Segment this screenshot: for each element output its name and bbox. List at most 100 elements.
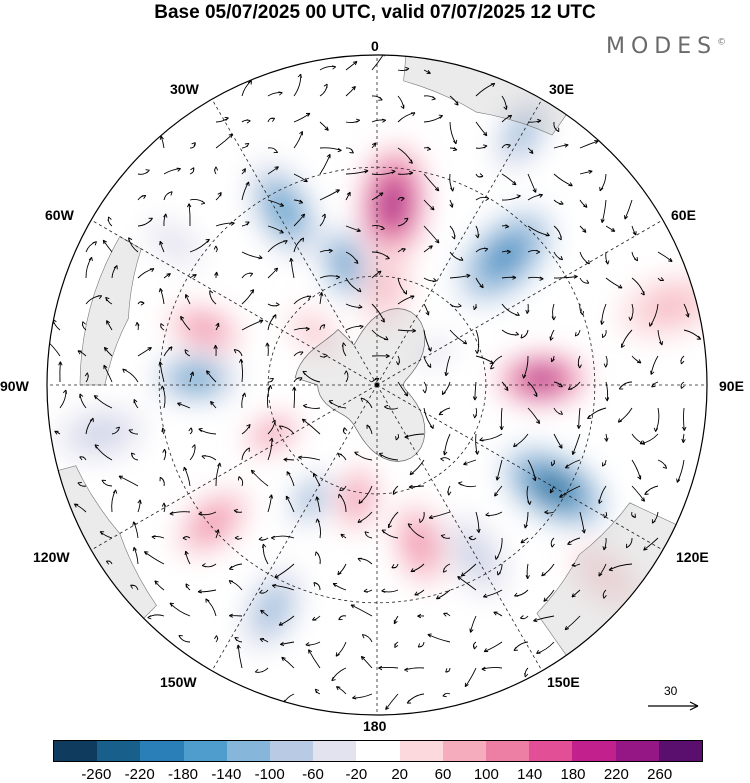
wind-vector	[631, 277, 645, 296]
wind-vector	[527, 173, 537, 193]
meridian-line	[91, 384, 378, 551]
wind-vector	[527, 118, 542, 124]
colorbar-segment	[356, 741, 400, 761]
wind-vector	[371, 303, 385, 323]
wind-vector	[159, 240, 165, 253]
wind-vector	[371, 225, 385, 231]
colorbar-tick-label: 100	[473, 766, 499, 783]
wind-vector	[657, 277, 665, 282]
wind-vector	[345, 251, 359, 264]
wind-vector	[599, 173, 607, 192]
wind-vector	[520, 329, 529, 339]
wind-vector	[137, 301, 145, 306]
wind-vector	[213, 166, 219, 175]
wind-vector	[133, 398, 139, 409]
wind-vector	[259, 638, 269, 643]
wind-vector	[254, 667, 269, 674]
wind-vector	[423, 277, 437, 283]
wind-vector	[576, 407, 581, 429]
wind-vector	[553, 433, 563, 449]
wind-vector	[526, 485, 532, 505]
wind-vector	[631, 485, 646, 502]
wind-vector	[241, 221, 250, 227]
colorbar-tick-label: -140	[211, 766, 242, 783]
wind-vector	[571, 433, 581, 456]
wind-vector	[271, 583, 295, 591]
brand-text: MODES	[606, 34, 718, 59]
wind-vector	[345, 225, 361, 233]
wind-vector	[501, 194, 521, 201]
wind-vector	[397, 295, 415, 305]
colorbar-segment	[529, 741, 573, 761]
wind-vector	[475, 196, 490, 201]
wind-vector	[423, 95, 436, 101]
wind-vector	[520, 537, 529, 544]
colorbar-segment	[486, 741, 530, 761]
wind-vector	[551, 459, 556, 467]
wind-vector	[600, 303, 607, 325]
wind-vector	[605, 251, 610, 265]
wind-vector	[241, 119, 251, 124]
wind-vector	[419, 511, 425, 524]
wind-vector	[495, 459, 503, 481]
wind-vector	[79, 456, 87, 461]
negative-anomaly	[486, 237, 525, 276]
colorbar-tick-label: 20	[391, 766, 408, 783]
wind-vector	[241, 447, 250, 461]
wind-vector	[319, 189, 340, 201]
wind-vector	[371, 378, 380, 383]
wind-vector	[378, 665, 399, 671]
wind-vector	[233, 349, 243, 357]
wind-vector	[338, 615, 347, 621]
wind-vector	[501, 381, 509, 391]
wind-vector	[683, 329, 702, 340]
wind-vector	[267, 166, 279, 175]
wind-vector	[598, 485, 607, 504]
wind-vector	[681, 433, 686, 444]
wind-vector	[363, 588, 373, 593]
wind-vector	[527, 249, 541, 255]
wind-vector	[544, 510, 555, 515]
wind-vector	[657, 251, 673, 262]
wind-vector	[683, 303, 690, 318]
wind-vector	[449, 251, 464, 261]
wind-vector	[143, 551, 165, 565]
wind-vector	[371, 329, 389, 341]
wind-vector	[436, 589, 451, 600]
wind-vector	[475, 144, 488, 149]
wind-vector	[335, 686, 347, 695]
wind-vector	[501, 275, 517, 280]
wind-vector	[278, 425, 295, 435]
wind-vector	[579, 225, 587, 233]
wind-vector	[130, 584, 139, 591]
wind-vector	[406, 693, 425, 704]
wind-vector	[315, 518, 321, 539]
wind-vector	[159, 135, 165, 149]
colorbar-segment	[54, 741, 98, 761]
wind-vector	[198, 511, 217, 516]
chart-title: Base 05/07/2025 00 UTC, valid 07/07/2025…	[154, 2, 596, 23]
wind-vector	[228, 580, 243, 591]
wind-vector	[137, 169, 150, 175]
wind-vector	[440, 534, 451, 539]
positive-anomaly	[524, 369, 560, 390]
wind-vector	[579, 169, 593, 175]
wind-vector	[302, 370, 321, 383]
wind-vector	[501, 224, 510, 229]
anomaly-field	[56, 97, 707, 652]
wind-vector	[184, 550, 191, 565]
wind-vector	[79, 393, 87, 409]
wind-vector	[541, 563, 555, 577]
negative-anomaly	[269, 190, 299, 230]
wind-vector	[440, 457, 451, 462]
wind-vector	[99, 531, 113, 539]
colorbar-segment	[97, 741, 141, 761]
wind-vector	[520, 615, 529, 620]
wind-vector	[468, 535, 477, 541]
wind-vector	[501, 303, 520, 317]
wind-vector	[285, 495, 295, 513]
wind-vector	[501, 95, 508, 111]
wind-vector	[527, 147, 534, 155]
wind-vector	[449, 95, 459, 106]
positive-anomaly	[649, 293, 692, 320]
